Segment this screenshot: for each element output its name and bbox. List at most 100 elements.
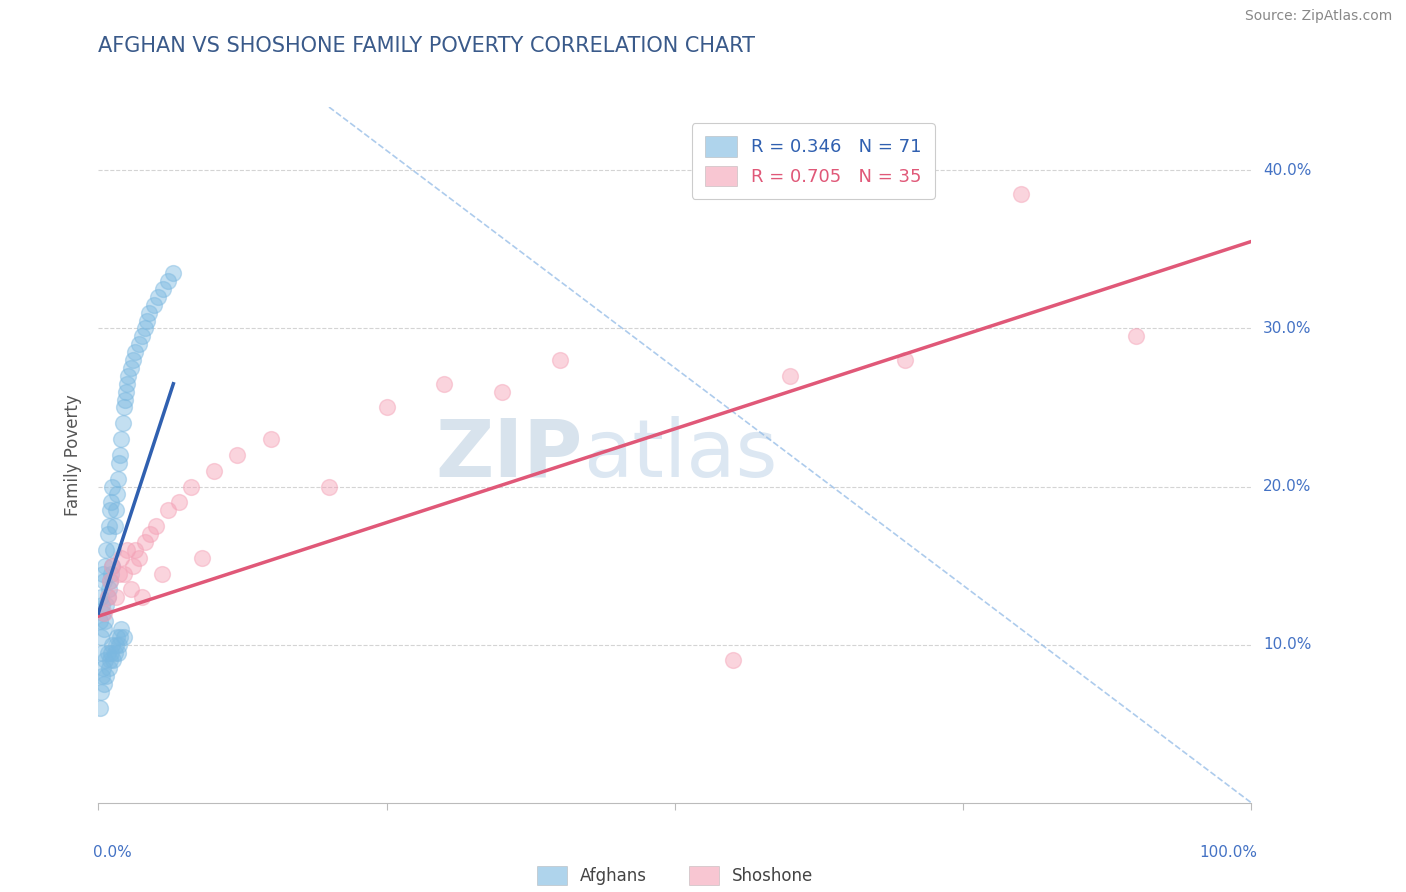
Point (96, 669, 118, 683)
Point (98, 653, 121, 667)
Point (90, 591, 112, 605)
Point (112, 630, 135, 644)
Point (108, 456, 131, 470)
Point (131, 591, 153, 605)
Point (894, 353, 917, 368)
Point (108, 638, 131, 652)
Point (162, 266, 184, 280)
Point (91, 606, 114, 620)
Point (128, 550, 150, 565)
Point (105, 630, 128, 644)
Legend: Afghans, Shoshone: Afghans, Shoshone (530, 859, 820, 892)
Point (107, 472, 129, 486)
Text: 30.0%: 30.0% (1263, 321, 1312, 336)
Point (103, 653, 125, 667)
Point (97, 527, 120, 541)
Point (104, 638, 127, 652)
Point (97, 646, 120, 660)
Point (156, 503, 179, 517)
Point (93, 622, 115, 636)
Point (120, 582, 142, 597)
Point (120, 360, 142, 375)
Point (110, 448, 132, 462)
Point (433, 376, 456, 391)
Point (101, 479, 124, 493)
Point (97, 661, 120, 675)
Point (98, 574, 121, 589)
Point (112, 566, 135, 581)
Point (260, 432, 283, 446)
Point (91, 661, 114, 675)
Text: 100.0%: 100.0% (1199, 845, 1257, 860)
Point (721, 653, 744, 667)
Point (117, 542, 138, 557)
Point (90, 669, 112, 683)
Point (90, 630, 112, 644)
Point (103, 519, 125, 533)
Point (142, 298, 165, 312)
Point (103, 542, 125, 557)
Point (104, 591, 127, 605)
Text: 20.0%: 20.0% (1263, 479, 1312, 494)
Point (202, 464, 225, 478)
Point (139, 527, 162, 541)
Point (110, 630, 132, 644)
Point (93, 606, 115, 620)
Point (167, 495, 190, 509)
Point (93, 677, 115, 691)
Point (779, 368, 801, 383)
Point (97, 519, 120, 533)
Point (104, 503, 127, 517)
Point (112, 401, 135, 415)
Point (105, 487, 128, 501)
Point (103, 646, 125, 660)
Point (110, 432, 132, 446)
Point (117, 376, 138, 391)
Point (101, 558, 124, 573)
Point (115, 384, 138, 399)
Point (191, 550, 214, 565)
Point (124, 345, 146, 359)
Point (134, 321, 156, 335)
Point (101, 638, 124, 652)
Point (135, 313, 157, 327)
Point (91, 566, 114, 581)
Point (1010, 186, 1032, 201)
Point (98, 574, 121, 589)
Point (89, 701, 111, 715)
Point (90, 598, 112, 612)
Point (110, 622, 132, 636)
Point (1125, 329, 1147, 343)
Point (225, 448, 247, 462)
Text: atlas: atlas (582, 416, 778, 494)
Point (131, 329, 153, 343)
Point (96, 598, 118, 612)
Point (90, 646, 112, 660)
Y-axis label: Family Poverty: Family Poverty (65, 394, 83, 516)
Text: ZIP: ZIP (436, 416, 582, 494)
Point (100, 646, 122, 660)
Point (491, 384, 513, 399)
Point (107, 646, 129, 660)
Point (94, 614, 117, 628)
Point (97, 591, 120, 605)
Point (98, 503, 121, 517)
Text: AFGHAN VS SHOSHONE FAMILY POVERTY CORRELATION CHART: AFGHAN VS SHOSHONE FAMILY POVERTY CORREL… (98, 36, 755, 55)
Point (375, 401, 398, 415)
Point (122, 353, 145, 368)
Point (108, 566, 131, 581)
Point (101, 558, 124, 573)
Point (122, 558, 145, 573)
Point (318, 479, 340, 493)
Point (156, 274, 179, 288)
Point (97, 591, 120, 605)
Point (134, 534, 156, 549)
Point (548, 353, 571, 368)
Point (148, 290, 170, 304)
Text: 10.0%: 10.0% (1263, 637, 1312, 652)
Text: Source: ZipAtlas.com: Source: ZipAtlas.com (1244, 9, 1392, 23)
Point (138, 305, 160, 319)
Point (124, 542, 146, 557)
Point (150, 566, 173, 581)
Point (114, 392, 136, 407)
